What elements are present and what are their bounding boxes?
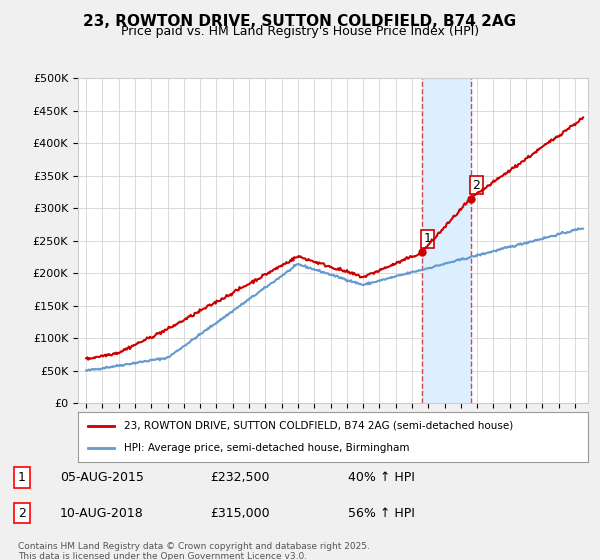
Text: 56% ↑ HPI: 56% ↑ HPI — [348, 507, 415, 520]
Text: 40% ↑ HPI: 40% ↑ HPI — [348, 471, 415, 484]
Text: Price paid vs. HM Land Registry's House Price Index (HPI): Price paid vs. HM Land Registry's House … — [121, 25, 479, 38]
Text: 2: 2 — [472, 179, 480, 192]
Text: HPI: Average price, semi-detached house, Birmingham: HPI: Average price, semi-detached house,… — [124, 443, 409, 453]
Bar — [422, 78, 470, 403]
Text: 1: 1 — [424, 232, 431, 245]
Text: 1: 1 — [18, 471, 26, 484]
Text: £315,000: £315,000 — [210, 507, 269, 520]
Text: 10-AUG-2018: 10-AUG-2018 — [60, 507, 144, 520]
Text: Contains HM Land Registry data © Crown copyright and database right 2025.
This d: Contains HM Land Registry data © Crown c… — [18, 542, 370, 560]
Text: 23, ROWTON DRIVE, SUTTON COLDFIELD, B74 2AG (semi-detached house): 23, ROWTON DRIVE, SUTTON COLDFIELD, B74 … — [124, 421, 513, 431]
Text: £232,500: £232,500 — [210, 471, 269, 484]
Text: 23, ROWTON DRIVE, SUTTON COLDFIELD, B74 2AG: 23, ROWTON DRIVE, SUTTON COLDFIELD, B74 … — [83, 14, 517, 29]
Text: 05-AUG-2015: 05-AUG-2015 — [60, 471, 144, 484]
Text: 2: 2 — [18, 507, 26, 520]
